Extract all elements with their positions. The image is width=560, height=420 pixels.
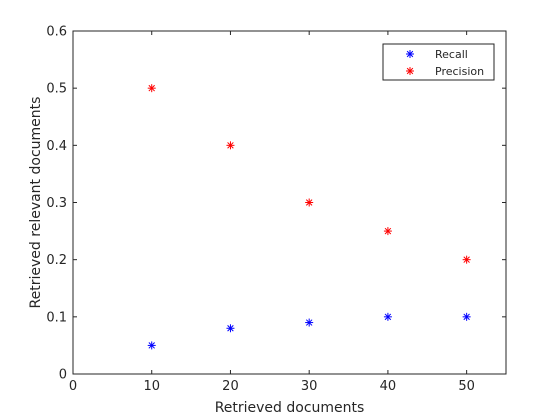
legend-marker-precision (406, 67, 414, 75)
y-tick-label: 0.2 (46, 253, 67, 268)
y-tick-label: 0.5 (46, 82, 67, 97)
y-tick-label: 0.3 (46, 196, 67, 211)
x-tick-label: 0 (69, 379, 77, 394)
precision-point (305, 198, 314, 207)
legend-marker-recall (406, 50, 414, 58)
precision-point (226, 141, 235, 150)
legend-label-precision: Precision (435, 65, 484, 78)
y-axis-label: Retrieved relevant documents (28, 97, 44, 309)
legend-box (382, 43, 495, 81)
y-tick-label: 0.6 (46, 25, 67, 40)
recall-point (226, 324, 235, 333)
precision-point (383, 227, 392, 236)
y-tick-label: 0.4 (46, 139, 67, 154)
recall-point (305, 318, 314, 327)
recall-point (383, 312, 392, 321)
legend-label-recall: Recall (435, 48, 468, 61)
recall-point (462, 312, 471, 321)
legend: Recall Precision (382, 43, 495, 81)
plot-area (72, 30, 507, 375)
y-tick-label: 0.1 (46, 310, 67, 325)
x-tick-label: 50 (458, 379, 475, 394)
y-tick-label: 0 (59, 368, 67, 383)
x-axis-label: Retrieved documents (215, 400, 365, 416)
x-tick-label: 40 (380, 379, 397, 394)
x-tick-label: 10 (143, 379, 160, 394)
precision-point (462, 255, 471, 264)
x-tick-label: 30 (301, 379, 318, 394)
precision-point (147, 84, 156, 93)
recall-point (147, 341, 156, 350)
x-tick-label: 20 (222, 379, 239, 394)
